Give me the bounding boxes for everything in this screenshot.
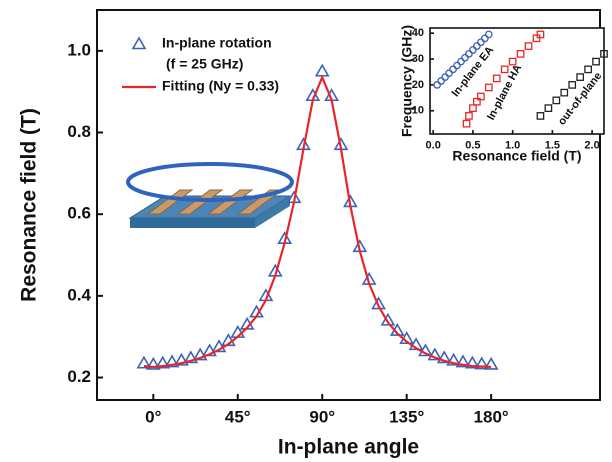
marker <box>183 350 199 364</box>
x-tick-label: 135° <box>389 407 424 426</box>
marker <box>469 104 477 112</box>
marker <box>464 355 480 369</box>
marker <box>446 352 461 366</box>
marker <box>568 81 577 89</box>
x-tick-label: 2.0 <box>584 139 599 151</box>
marker <box>524 42 533 50</box>
marker <box>457 57 465 66</box>
marker <box>418 343 433 357</box>
marker <box>508 57 517 66</box>
fit-line <box>143 74 492 369</box>
marker <box>462 119 471 128</box>
marker <box>469 46 477 54</box>
marker <box>476 92 485 101</box>
marker <box>380 312 396 326</box>
marker <box>532 34 541 43</box>
marker <box>449 65 457 74</box>
marker <box>484 30 493 39</box>
marker <box>314 63 330 77</box>
x-tick-label: 1.5 <box>545 139 560 151</box>
x-tick-label: 0° <box>145 407 161 426</box>
marker <box>211 339 227 353</box>
marker <box>192 347 208 361</box>
y-tick-label: 10 <box>412 105 424 117</box>
legend-note: (f = 25 GHz) <box>166 56 243 72</box>
marker <box>427 347 443 361</box>
marker <box>476 38 485 47</box>
marker <box>592 57 600 66</box>
marker <box>145 356 161 370</box>
marker <box>371 296 386 310</box>
marker <box>474 356 490 370</box>
marker <box>433 81 442 89</box>
y-tick-label: 0.2 <box>67 367 91 386</box>
x-axis-title: In-plane angle <box>278 436 419 459</box>
marker <box>473 97 481 106</box>
marker <box>202 343 217 357</box>
plot-frame <box>429 27 605 135</box>
marker <box>465 112 473 120</box>
marker <box>484 83 493 92</box>
marker <box>453 61 461 70</box>
marker <box>436 350 452 364</box>
y-tick-label: 0.6 <box>67 204 91 223</box>
x-tick-label: 90° <box>309 407 335 426</box>
marker <box>441 73 449 81</box>
marker <box>136 355 152 369</box>
y-tick-label: 0.8 <box>67 122 91 141</box>
marker <box>552 96 561 105</box>
marker <box>500 65 509 74</box>
y-tick-label: 40 <box>412 27 424 39</box>
marker <box>131 36 147 50</box>
marker <box>536 30 545 39</box>
plot-frame <box>96 9 601 401</box>
marker <box>584 65 592 74</box>
y-tick-label: 0.4 <box>67 285 91 304</box>
marker <box>492 74 501 83</box>
y-tick-label: 30 <box>412 53 424 65</box>
y-axis-title: Frequency (GHz) <box>399 25 415 137</box>
x-tick-label: 1.0 <box>505 139 520 151</box>
marker <box>544 104 553 112</box>
x-axis-title: Resonance field (T) <box>452 148 581 164</box>
x-tick-label: 180° <box>474 407 509 426</box>
marker <box>483 356 499 370</box>
marker <box>174 352 189 366</box>
x-tick-label: 0.5 <box>465 139 480 151</box>
y-tick-label: 20 <box>412 79 424 91</box>
marker <box>461 53 469 62</box>
marker <box>445 69 453 78</box>
marker <box>155 355 171 369</box>
marker <box>455 354 471 368</box>
marker <box>465 50 473 58</box>
marker <box>480 34 489 43</box>
y-axis-title: Resonance field (T) <box>18 108 41 302</box>
marker <box>437 77 445 85</box>
legend-label: Fitting (Ny = 0.33) <box>162 78 279 94</box>
marker <box>164 354 180 368</box>
marker <box>536 112 545 120</box>
marker <box>600 50 608 58</box>
x-tick-label: 45° <box>225 407 251 426</box>
y-tick-label: 1.0 <box>67 40 91 59</box>
illustration <box>126 162 294 228</box>
marker <box>516 50 525 58</box>
x-tick-label: 0.0 <box>426 139 441 151</box>
marker <box>576 73 585 81</box>
marker <box>473 42 481 50</box>
marker <box>560 88 569 97</box>
legend-label: In-plane rotation <box>162 35 272 51</box>
